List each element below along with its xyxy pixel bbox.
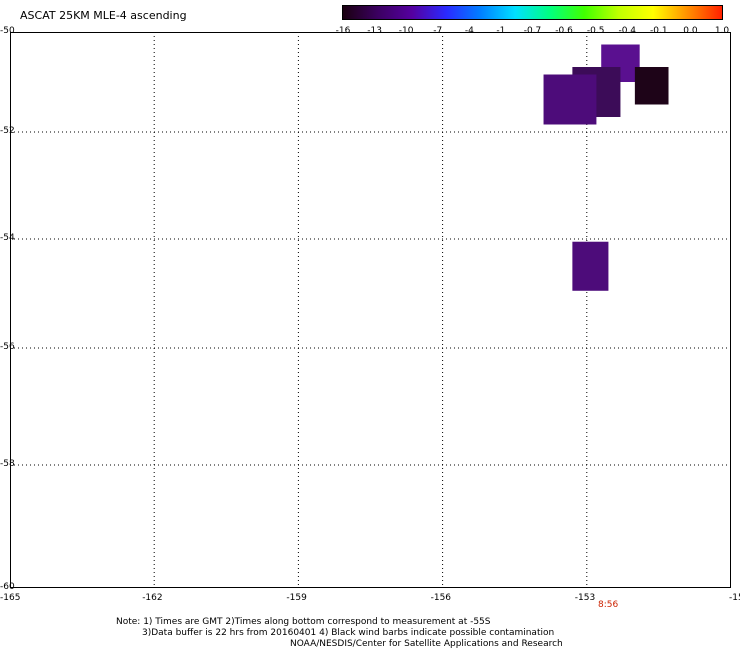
- longitude-label: -150: [729, 593, 740, 603]
- time-label: 8:56: [598, 600, 619, 610]
- longitude-label: -162: [142, 593, 163, 603]
- colorbar-tick: -0.5: [586, 26, 605, 36]
- latitude-label: -54: [0, 233, 15, 243]
- colorbar-tick: -0.4: [618, 26, 637, 36]
- latitude-label: -56: [0, 342, 15, 352]
- colorbar-tick: -4: [464, 26, 474, 36]
- colorbar-tick: 1.0: [714, 26, 730, 36]
- note-line-3: NOAA/NESDIS/Center for Satellite Applica…: [290, 639, 563, 649]
- colorbar-tick: -1: [496, 26, 506, 36]
- colorbar-tick: -13: [367, 26, 382, 36]
- wind-cell: [572, 241, 609, 291]
- colorbar-tick: -0.6: [555, 26, 573, 36]
- map-title: ASCAT 25KM MLE-4 ascending: [20, 9, 187, 22]
- colorbar-tick: 0.0: [683, 26, 698, 36]
- colorbar-tick: -10: [398, 26, 414, 36]
- gridlines: [10, 32, 731, 588]
- plot-frame: [10, 32, 731, 588]
- longitude-label: -156: [430, 593, 452, 603]
- note-line-1: Note: 1) Times are GMT 2)Times along bot…: [116, 617, 491, 627]
- longitude-label: -153: [574, 593, 596, 603]
- latitude-label: -52: [0, 126, 15, 136]
- wind-cell: [634, 67, 669, 105]
- wind-cell: [543, 74, 597, 125]
- colorbar-tick: -0.7: [523, 26, 542, 36]
- colorbar-tick: -7: [433, 26, 443, 36]
- colorbar-tick: -16: [335, 26, 351, 36]
- longitude-label: -159: [286, 593, 307, 603]
- map-plot: [10, 32, 731, 588]
- wind-cells: [543, 44, 669, 291]
- latitude-label: -58: [0, 459, 15, 469]
- colorbar-tick: -0.1: [650, 26, 668, 36]
- longitude-label: -165: [0, 593, 21, 603]
- latitude-label: -50: [0, 26, 15, 36]
- latitude-label: -60: [0, 582, 15, 592]
- note-line-2: 3)Data buffer is 22 hrs from 20160401 4)…: [142, 628, 555, 638]
- colorbar: [342, 5, 723, 20]
